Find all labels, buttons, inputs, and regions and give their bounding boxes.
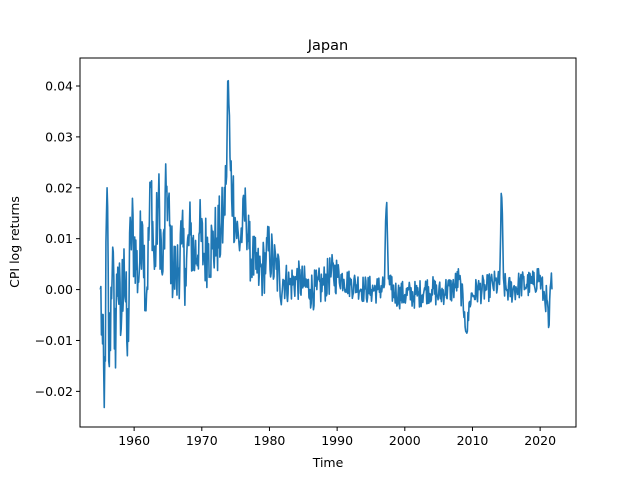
- x-tick-label: 2000: [389, 433, 421, 448]
- y-tick-label: 0.01: [45, 231, 73, 246]
- y-tick-label: 0.03: [45, 129, 73, 144]
- y-tick-label: −0.02: [35, 384, 73, 399]
- chart-title: Japan: [307, 38, 348, 54]
- x-tick-label: 1970: [186, 433, 218, 448]
- x-tick-label: 2020: [524, 433, 556, 448]
- plot-area: [99, 79, 553, 409]
- x-tick-label: 1990: [321, 433, 353, 448]
- x-tick-label: 1980: [254, 433, 286, 448]
- y-axis-label: CPI log returns: [7, 196, 22, 288]
- y-tick-label: 0.00: [45, 282, 73, 297]
- series-line: [99, 79, 553, 409]
- x-tick-label: 2010: [457, 433, 489, 448]
- y-tick-label: 0.04: [45, 78, 73, 93]
- x-axis-label: Time: [312, 455, 344, 470]
- axes: 1960 1970 1980 1990 2000 2010 2020 −0.02 −0.01 0.…: [35, 57, 577, 448]
- axes-frame: [79, 57, 577, 428]
- y-tick-label: −0.01: [35, 333, 73, 348]
- y-tick-label: 0.02: [45, 180, 73, 195]
- x-tick-label: 1960: [118, 433, 150, 448]
